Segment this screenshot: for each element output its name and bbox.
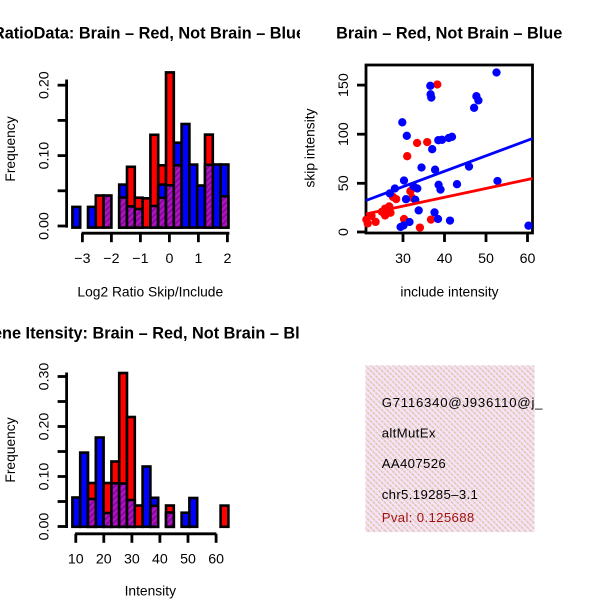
svg-text:Frequency: Frequency <box>3 417 18 482</box>
svg-text:altMutEx: altMutEx <box>382 426 436 441</box>
svg-text:Frequency: Frequency <box>3 116 18 181</box>
svg-text:30: 30 <box>124 551 140 567</box>
svg-text:40: 40 <box>437 251 453 267</box>
svg-text:20: 20 <box>96 551 112 567</box>
svg-text:−3: −3 <box>74 251 90 267</box>
svg-text:Intensity: Intensity <box>125 584 176 599</box>
svg-text:include intensity: include intensity <box>400 285 498 300</box>
svg-text:−2: −2 <box>103 251 119 267</box>
svg-text:10: 10 <box>68 551 84 567</box>
svg-text:0.20: 0.20 <box>36 71 52 99</box>
svg-text:0.00: 0.00 <box>36 212 52 240</box>
svg-text:chr5.19285–3.1: chr5.19285–3.1 <box>382 487 479 502</box>
svg-text:60: 60 <box>208 551 224 567</box>
svg-text:100: 100 <box>336 122 352 146</box>
svg-text:Gene Itensity: Brain – Red, No: Gene Itensity: Brain – Red, Not Brain – … <box>0 324 319 342</box>
svg-text:AA407526: AA407526 <box>382 456 446 471</box>
svg-text:0.30: 0.30 <box>36 363 52 391</box>
svg-text:0.20: 0.20 <box>36 413 52 441</box>
svg-text:0: 0 <box>165 251 173 267</box>
svg-text:skip intensity: skip intensity <box>302 108 317 187</box>
svg-text:30: 30 <box>395 251 411 267</box>
svg-text:40: 40 <box>152 551 168 567</box>
svg-text:−1: −1 <box>132 251 148 267</box>
svg-text:2: 2 <box>223 251 231 267</box>
svg-text:60: 60 <box>520 251 536 267</box>
svg-text:0: 0 <box>336 228 352 236</box>
svg-text:Brain – Red, Not Brain – Blue: Brain – Red, Not Brain – Blue <box>336 25 562 43</box>
svg-text:Pval: 0.125688: Pval: 0.125688 <box>382 510 475 525</box>
svg-text:50: 50 <box>180 551 196 567</box>
svg-text:G7116340@J936110@j_: G7116340@J936110@j_ <box>382 395 544 410</box>
svg-text:50: 50 <box>336 175 352 191</box>
svg-text:150: 150 <box>336 73 352 97</box>
svg-text:0.10: 0.10 <box>36 463 52 491</box>
svg-text:0.00: 0.00 <box>36 513 52 541</box>
svg-text:50: 50 <box>478 251 494 267</box>
svg-text:0.10: 0.10 <box>36 142 52 170</box>
svg-text:1: 1 <box>194 251 202 267</box>
svg-text:RatioData: Brain – Red, Not Br: RatioData: Brain – Red, Not Brain – Blue <box>0 25 305 43</box>
svg-text:Log2 Ratio Skip/Include: Log2 Ratio Skip/Include <box>77 285 223 300</box>
